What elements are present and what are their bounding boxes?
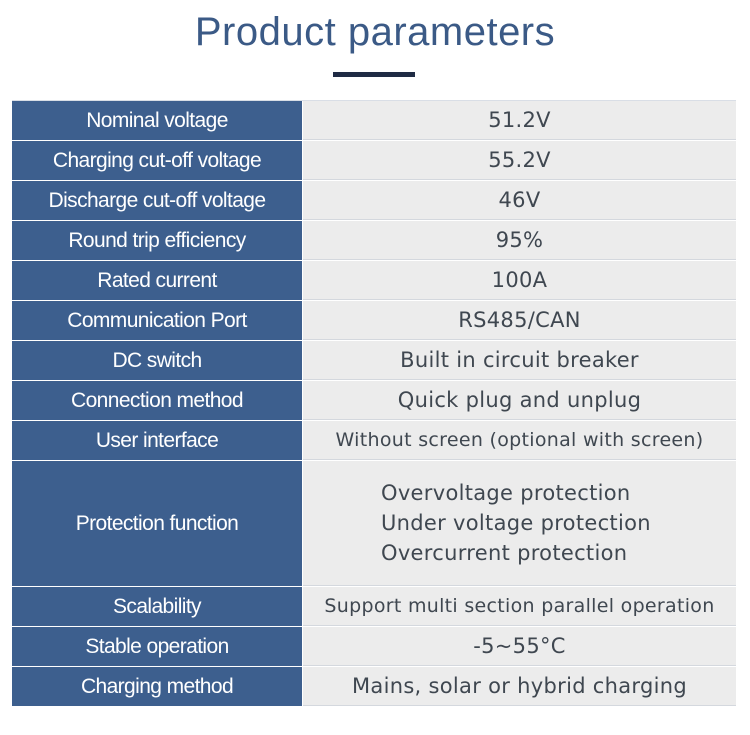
table-row: Charging method Mains, solar or hybrid c… xyxy=(12,667,736,707)
row-label: Charging cut-off voltage xyxy=(12,141,303,180)
table-row: Round trip efficiency 95% xyxy=(12,221,736,261)
protection-item: Overvoltage protection xyxy=(381,481,631,505)
row-value: 55.2V xyxy=(303,141,736,180)
title-underline xyxy=(333,72,415,77)
row-value: Built in circuit breaker xyxy=(303,341,736,380)
row-value: 51.2V xyxy=(303,101,736,140)
row-value: 46V xyxy=(303,181,736,220)
row-value: Without screen (optional with screen) xyxy=(303,421,736,460)
table-row: Protection function Overvoltage protecti… xyxy=(12,461,736,587)
table-row: Rated current 100A xyxy=(12,261,736,301)
table-row: Scalability Support multi section parall… xyxy=(12,587,736,627)
row-label: Charging method xyxy=(12,667,303,706)
row-value: Quick plug and unplug xyxy=(303,381,736,420)
table-row: Nominal voltage 51.2V xyxy=(12,101,736,141)
row-label: Discharge cut-off voltage xyxy=(12,181,303,220)
row-label: Connection method xyxy=(12,381,303,420)
row-value: Support multi section parallel operation xyxy=(303,587,736,626)
row-value: 95% xyxy=(303,221,736,260)
row-label: Scalability xyxy=(12,587,303,626)
row-label: Rated current xyxy=(12,261,303,300)
row-value: 100A xyxy=(303,261,736,300)
table-row: Stable operation -5~55°C xyxy=(12,627,736,667)
table-row: DC switch Built in circuit breaker xyxy=(12,341,736,381)
row-label: Protection function xyxy=(12,461,303,586)
row-value: Mains, solar or hybrid charging xyxy=(303,667,736,706)
row-value-list: Overvoltage protection Under voltage pro… xyxy=(303,461,736,586)
table-row: Discharge cut-off voltage 46V xyxy=(12,181,736,221)
row-value: RS485/CAN xyxy=(303,301,736,340)
protection-item: Under voltage protection xyxy=(381,511,651,535)
table-row: Communication Port RS485/CAN xyxy=(12,301,736,341)
row-label: Stable operation xyxy=(12,627,303,666)
row-label: Round trip efficiency xyxy=(12,221,303,260)
row-label: DC switch xyxy=(12,341,303,380)
row-value: -5~55°C xyxy=(303,627,736,666)
table-row: User interface Without screen (optional … xyxy=(12,421,736,461)
page-title: Product parameters xyxy=(194,10,556,54)
protection-item: Overcurrent protection xyxy=(381,541,628,565)
table-row: Charging cut-off voltage 55.2V xyxy=(12,141,736,181)
row-label: Communication Port xyxy=(12,301,303,340)
row-label: User interface xyxy=(12,421,303,460)
parameters-table: Nominal voltage 51.2V Charging cut-off v… xyxy=(12,100,736,707)
row-label: Nominal voltage xyxy=(12,101,303,140)
table-row: Connection method Quick plug and unplug xyxy=(12,381,736,421)
